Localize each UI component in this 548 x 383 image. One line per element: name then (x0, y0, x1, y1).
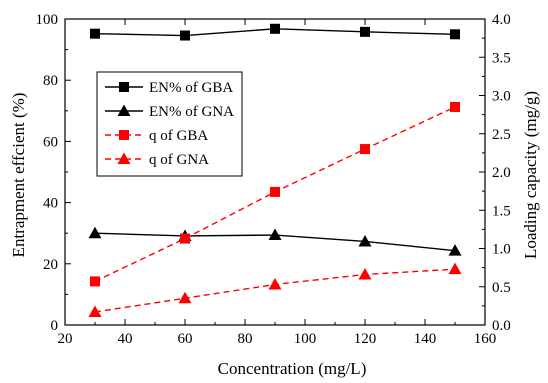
y-right-tick-label: 3.5 (492, 50, 511, 66)
data-point-3 (450, 101, 460, 112)
data-point-4 (88, 305, 102, 317)
legend: EN% of GBA EN% of GNA q of GBA q of GNA (96, 71, 243, 177)
y-right-tick-label: 0.5 (492, 280, 511, 296)
legend-label: q of GBA (149, 128, 208, 144)
series-line-4 (94, 268, 456, 313)
x-tick-label: 100 (294, 331, 317, 347)
legend-label: EN% of GBA (149, 80, 233, 96)
y-left-tick-label: 80 (43, 73, 58, 89)
y-axis-right-title: Loading capacity (mg/g) (521, 91, 540, 259)
x-tick-label: 40 (118, 331, 133, 347)
legend-label: EN% of GNA (149, 104, 234, 120)
x-tick-label: 160 (474, 331, 497, 347)
x-tick-label: 140 (414, 331, 437, 347)
data-point-1 (450, 29, 460, 40)
data-point-3 (90, 276, 100, 287)
series-layer (88, 23, 462, 317)
x-tick-label: 60 (178, 331, 193, 347)
data-point-1 (270, 23, 280, 34)
y-left-tick-label: 100 (36, 12, 59, 28)
y-right-tick-label: 2.0 (492, 165, 511, 181)
x-tick-label: 20 (58, 331, 73, 347)
data-point-2 (448, 244, 462, 256)
x-tick-label: 120 (354, 331, 377, 347)
y-left-tick-label: 20 (43, 257, 58, 273)
data-point-1 (180, 30, 190, 41)
data-point-4 (448, 262, 462, 275)
y-axis-left-title: Entrapment effcient (%) (9, 93, 28, 258)
data-point-2 (358, 234, 372, 247)
y-left-tick-label: 0 (51, 318, 59, 334)
x-axis-title: Concentration (mg/L) (218, 359, 367, 378)
y-right-tick-label: 1.5 (492, 203, 511, 219)
y-right-tick-label: 0.0 (492, 318, 511, 334)
data-point-4 (178, 291, 192, 304)
data-point-4 (268, 277, 282, 290)
legend-marker (119, 130, 129, 140)
data-point-1 (360, 26, 370, 37)
data-point-3 (360, 144, 370, 155)
y-right-tick-label: 2.5 (492, 127, 511, 143)
y-right-tick-label: 4.0 (492, 12, 511, 28)
legend-label: q of GNA (149, 152, 209, 168)
legend-marker (117, 152, 131, 164)
y-right-tick-label: 1.0 (492, 242, 511, 258)
y-right-tick-label: 3.0 (492, 89, 511, 105)
x-tick-label: 80 (238, 331, 253, 347)
y-left-tick-label: 60 (43, 134, 58, 150)
data-point-2 (268, 228, 282, 241)
legend-marker (117, 104, 131, 116)
data-point-1 (90, 28, 100, 39)
axes: 20 40 60 80 100 120 140 1600204060801000.00.51.… (36, 12, 511, 347)
data-point-3 (180, 233, 190, 244)
legend-marker (119, 82, 129, 92)
data-point-4 (358, 268, 372, 280)
y-left-tick-label: 40 (43, 196, 58, 212)
data-point-3 (270, 186, 280, 197)
data-point-2 (88, 226, 102, 239)
